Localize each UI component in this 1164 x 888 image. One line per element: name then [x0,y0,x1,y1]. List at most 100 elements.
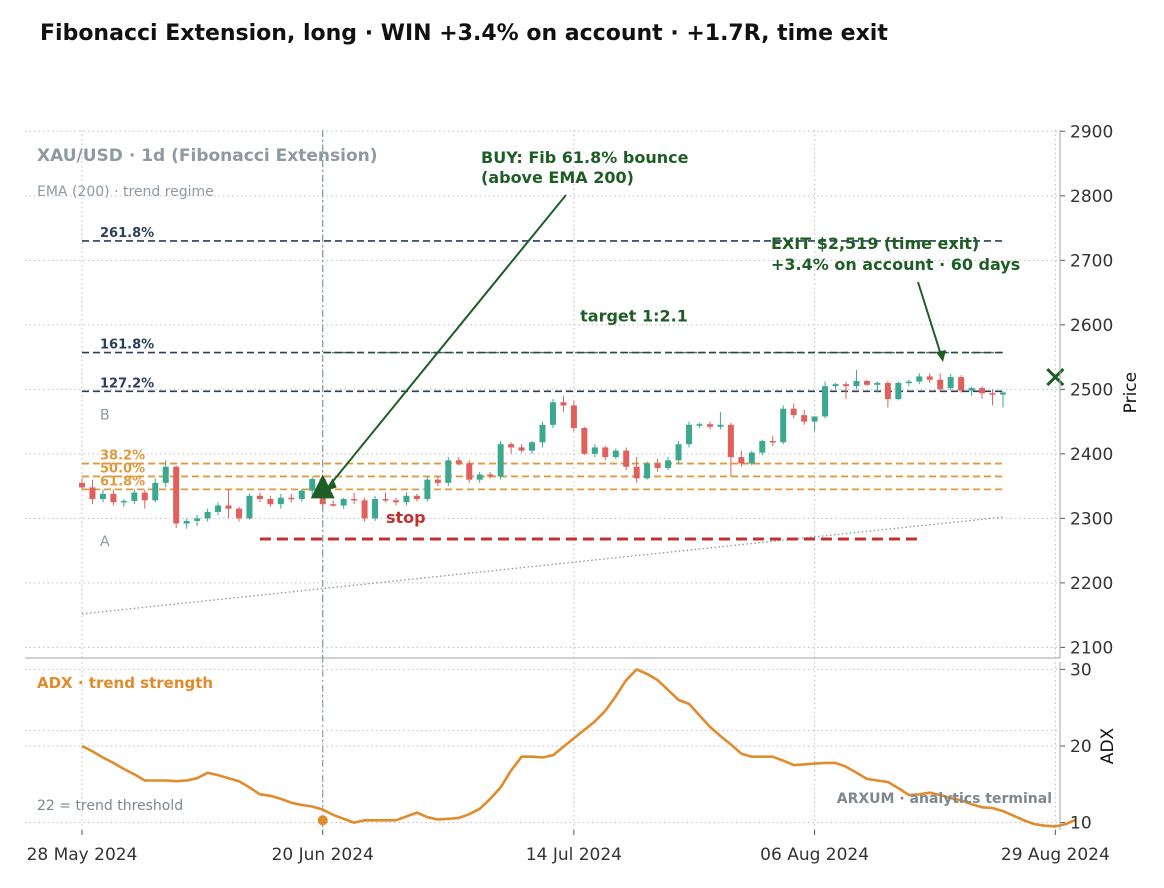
fib-level-label: 38.2% [100,449,145,464]
candle [602,446,609,461]
candle-body [225,505,232,509]
candle [581,426,588,456]
adx-tick-label: 10 [1070,814,1092,834]
candle-body [120,500,127,503]
candle [811,416,818,432]
candle [309,476,316,496]
candle [330,500,337,507]
candle [183,518,190,529]
candle-body [330,504,337,506]
candle-body [644,463,651,479]
chart-title: Fibonacci Extension, long · WIN +3.4% on… [40,21,888,46]
buy-marker [310,474,335,499]
exit-arrowhead [936,350,946,362]
candle-body [372,499,379,519]
fib-level-label: 61.8% [100,474,145,489]
candle [654,459,661,472]
candle [822,381,829,419]
candle [277,493,284,509]
candle-body [769,440,776,443]
candle [675,440,682,464]
candle-body [675,444,682,461]
candle-body [832,384,839,387]
candle [445,457,452,487]
candle [769,435,776,447]
candle [79,478,85,490]
candle-body [633,466,640,479]
candle [497,440,504,480]
price-axis: 2100 2200 2300 2400 2500 2600 2700 2800 2900 Pric… [1060,122,1141,658]
candle [529,440,536,454]
candle-body [309,479,316,491]
candle-body [89,487,96,500]
candle-body [843,384,850,387]
candle [424,476,431,502]
candle-body [738,457,745,464]
candle [644,461,651,480]
candle-body [863,380,870,385]
exit-arrow [917,281,942,356]
candle [884,380,891,408]
price-axis-label: Price [1121,372,1141,413]
fib-level-label: 261.8% [100,226,154,241]
adx-panel-title: ADX · trend strength [37,674,213,692]
candle-body [937,379,944,390]
candle [539,421,546,448]
candle-body [989,393,996,395]
candles [79,369,1006,529]
candle [591,444,598,458]
x-tick-label: 06 Aug 2024 [760,845,869,865]
candle [665,457,672,470]
candle [989,389,996,406]
fib-level-label: 127.2% [100,376,154,391]
candle-body [256,495,263,500]
buy-arrow [327,194,567,488]
candle-body [717,424,724,427]
watermark: XAU/USD · 1d (Fibonacci Extension) [37,146,378,166]
candle [131,489,138,505]
candle [717,411,724,430]
candle [759,439,766,456]
candle-body [654,463,661,469]
candle-body [748,452,755,464]
candle [152,478,159,503]
fib-level-label: 50.0% [100,461,145,476]
candle-body [1000,392,1006,395]
candle [246,493,253,520]
price-tick-label: 2800 [1070,187,1113,207]
candle-body [392,500,399,503]
candle-body [895,382,902,400]
candle [612,448,619,460]
target-label: target 1:2.1 [580,307,688,326]
candle-body [131,492,138,501]
stop-label: stop [386,508,426,527]
candle-body [277,497,284,505]
candle-body [173,466,180,524]
price-tick-label: 2700 [1070,251,1113,271]
candle-body [215,505,222,512]
adx-series-line [81,668,1077,828]
candle-body [79,482,85,488]
candle [120,499,127,507]
candle-body [591,447,598,454]
x-tick-label: 14 Jul 2024 [526,845,622,865]
candle [937,373,944,391]
candle-body [539,424,546,443]
candle-body [874,382,881,385]
candle [215,502,222,516]
candle-body [110,493,117,503]
candle-body [340,499,347,506]
candle-body [706,424,713,427]
candle [508,442,515,454]
candle-body [916,376,923,382]
candle-body [424,479,431,500]
candle [403,492,410,506]
swing-point-label: B [100,407,110,423]
adx-entry-dot [317,815,328,826]
candle [926,373,933,383]
candle [194,515,201,527]
candle [738,450,745,467]
candle [173,465,180,529]
candle [288,493,295,503]
